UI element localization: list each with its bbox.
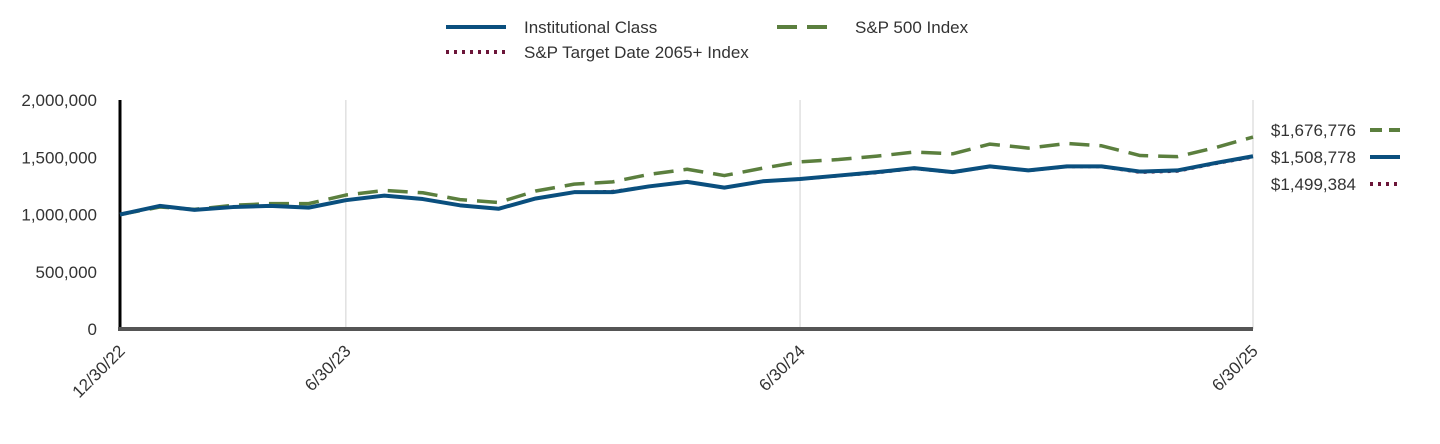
end-labels: $1,676,776 $1,508,778 $1,499,384: [1271, 121, 1400, 194]
x-axis-ticks: 12/30/22 6/30/23 6/30/24 6/30/25: [69, 341, 1262, 401]
y-tick-label-2: 1,000,000: [21, 206, 97, 225]
axes: [118, 100, 1253, 331]
series-line-2: [119, 135, 1254, 217]
end-value-label-3: $1,499,384: [1271, 175, 1356, 194]
x-tick-label-1: 6/30/23: [301, 341, 355, 395]
series-line-1: [119, 154, 1254, 217]
end-value-label-1: $1,508,778: [1271, 148, 1356, 167]
x-tick-label-0: 12/30/22: [69, 341, 129, 401]
y-tick-label-0: 0: [88, 320, 97, 339]
x-tick-label-2: 6/30/24: [755, 341, 809, 395]
vertical-gridlines: [345, 100, 1254, 329]
y-axis-ticks: 0 500,000 1,000,000 1,500,000 2,000,000: [21, 91, 97, 339]
series-lines: [119, 135, 1254, 217]
x-tick-label-3: 6/30/25: [1208, 341, 1262, 395]
legend-label-3: S&P Target Date 2065+ Index: [524, 43, 749, 62]
legend-label-1: Institutional Class: [524, 18, 657, 37]
legend: Institutional Class S&P 500 Index S&P Targ…: [446, 18, 969, 62]
y-tick-label-1: 500,000: [36, 263, 97, 282]
y-tick-label-3: 1,500,000: [21, 148, 97, 167]
legend-label-2: S&P 500 Index: [855, 18, 969, 37]
end-value-label-2: $1,676,776: [1271, 121, 1356, 140]
y-tick-label-4: 2,000,000: [21, 91, 97, 110]
